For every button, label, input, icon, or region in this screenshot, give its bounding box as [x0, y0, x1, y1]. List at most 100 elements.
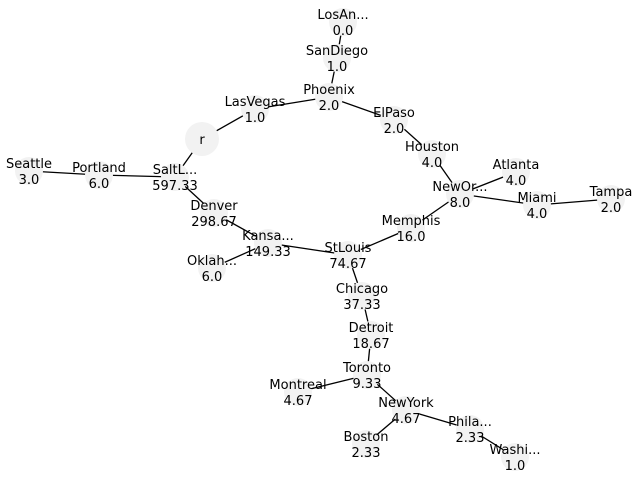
node-name-label: Kansa... [242, 229, 294, 244]
node-circle [329, 8, 357, 36]
node-name-label: Boston [344, 430, 389, 445]
node-circle [334, 241, 362, 269]
node-circle [352, 430, 380, 458]
node-name-label: ElPaso [373, 106, 415, 121]
node-name-label: Portland [72, 161, 126, 176]
node-value-label: 74.67 [329, 257, 366, 272]
node-value-label: 4.0 [527, 207, 548, 222]
node-value-label: 18.67 [352, 337, 389, 352]
node-circle [397, 214, 425, 242]
node-value-label: 4.0 [422, 156, 443, 171]
nodes-layer: rLosAn...0.0SanDiego1.0Phoenix2.0LasVega… [6, 8, 632, 474]
node-circle [241, 95, 269, 123]
node-circle [198, 254, 226, 282]
node-name-label: Seattle [6, 157, 52, 172]
node-name-label: r [199, 133, 205, 148]
node-circle [353, 361, 381, 389]
node-circle [418, 140, 446, 168]
node-name-label: Memphis [382, 214, 441, 229]
node-circle [161, 163, 189, 191]
node-value-label: 1.0 [245, 111, 266, 126]
node-value-label: 597.33 [152, 179, 198, 194]
node-KansasCity: Kansa...149.33 [242, 229, 294, 260]
node-value-label: 4.67 [284, 394, 313, 409]
node-value-label: 37.33 [343, 298, 380, 313]
node-name-label: LasVegas [225, 95, 286, 110]
node-value-label: 8.0 [450, 196, 471, 211]
node-name-label: Miami [517, 191, 556, 206]
node-name-label: LosAn... [317, 8, 368, 23]
node-NewOrleans: NewOr...8.0 [432, 180, 488, 211]
node-value-label: 298.67 [191, 215, 237, 230]
node-name-label: Phila... [448, 415, 492, 430]
node-circle [502, 158, 530, 186]
node-circle [456, 415, 484, 443]
node-value-label: 2.33 [352, 446, 381, 461]
node-value-label: 2.33 [456, 431, 485, 446]
node-name-label: NewOr... [432, 180, 487, 195]
node-name-label: Oklah... [187, 254, 237, 269]
node-name-label: SanDiego [306, 44, 368, 59]
node-name-label: Phoenix [303, 83, 355, 98]
node-circle [380, 106, 408, 134]
node-circle [254, 229, 282, 257]
node-value-label: 2.0 [319, 99, 340, 114]
node-SaltLake: SaltL...597.33 [152, 163, 198, 194]
node-circle [284, 378, 312, 406]
node-r: r [185, 122, 219, 156]
node-Washington: Washi...1.0 [489, 443, 541, 474]
node-circle [597, 185, 625, 213]
node-value-label: 3.0 [19, 173, 40, 188]
node-value-label: 4.0 [506, 174, 527, 189]
node-circle [15, 157, 43, 185]
node-value-label: 1.0 [327, 60, 348, 75]
node-circle [357, 321, 385, 349]
node-Philadelphia: Phila...2.33 [448, 415, 492, 446]
node-value-label: 9.33 [353, 377, 382, 392]
node-name-label: Toronto [342, 361, 391, 376]
node-value-label: 16.0 [397, 230, 426, 245]
node-circle [348, 282, 376, 310]
node-circle [501, 443, 529, 471]
node-value-label: 2.0 [601, 201, 622, 216]
node-circle [323, 44, 351, 72]
node-circle [392, 396, 420, 424]
node-name-label: SaltL... [153, 163, 198, 178]
node-name-label: Chicago [336, 282, 388, 297]
node-name-label: Denver [190, 199, 238, 214]
node-value-label: 149.33 [245, 245, 291, 260]
node-value-label: 1.0 [505, 459, 526, 474]
node-value-label: 2.0 [384, 122, 405, 137]
node-name-label: NewYork [378, 396, 434, 411]
node-name-label: Montreal [269, 378, 326, 393]
node-name-label: Washi... [489, 443, 540, 458]
node-name-label: Tampa [589, 185, 633, 200]
node-circle [85, 161, 113, 189]
node-name-label: Detroit [349, 321, 394, 336]
node-name-label: Atlanta [493, 158, 540, 173]
node-value-label: 6.0 [202, 270, 223, 285]
node-name-label: Houston [405, 140, 459, 155]
node-circle [315, 83, 343, 111]
node-LosAngeles: LosAn...0.0 [317, 8, 369, 39]
node-circle [523, 191, 551, 219]
node-value-label: 6.0 [89, 177, 110, 192]
